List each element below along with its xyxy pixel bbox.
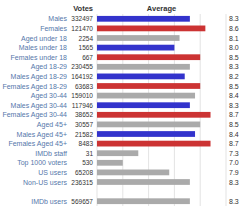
data-label: 8.3	[229, 63, 239, 70]
grid-line	[226, 14, 227, 206]
bar	[97, 160, 123, 166]
category-label: Non-US users	[23, 179, 67, 186]
category-label: Females	[40, 25, 67, 32]
category-label: IMDb users	[31, 198, 67, 205]
votes-label: 159010	[71, 92, 93, 99]
bar	[97, 198, 190, 204]
votes-label: 8483	[79, 140, 94, 147]
grid-line	[148, 14, 149, 206]
bar	[97, 16, 190, 22]
data-label: 7.3	[229, 150, 239, 157]
category-label: IMDb staff	[35, 150, 67, 157]
category-label: Aged 45+	[37, 121, 67, 129]
bar	[97, 64, 190, 70]
data-label: 8.3	[229, 102, 239, 109]
bar	[97, 54, 200, 60]
bar	[97, 26, 205, 32]
grid-line	[122, 14, 123, 206]
data-label: 8.7	[229, 140, 239, 147]
category-label: Males under 18	[19, 44, 67, 51]
data-label: 8.7	[229, 111, 239, 118]
axis-label: Average	[147, 4, 176, 13]
data-label: 8.1	[229, 35, 239, 42]
bar	[97, 141, 211, 147]
votes-label: 31	[86, 150, 94, 157]
votes-label: 63683	[75, 83, 93, 90]
bars	[97, 16, 211, 204]
votes-label: 236315	[71, 179, 93, 186]
votes-label: 38652	[75, 111, 93, 118]
grid-line	[174, 14, 175, 206]
votes-label: 121470	[71, 25, 93, 32]
bar	[97, 93, 195, 99]
votes-label: 30557	[75, 121, 93, 128]
data-label: 8.5	[229, 83, 239, 90]
data-label: 8.3	[229, 179, 239, 186]
data-label: 8.6	[229, 25, 239, 32]
votes-label: 65208	[75, 169, 93, 176]
votes-label: 164192	[71, 73, 93, 80]
category-label: Females under 18	[11, 54, 68, 61]
bar	[97, 35, 180, 41]
bar	[97, 74, 185, 80]
bar	[97, 179, 190, 185]
category-label: Aged 18-29	[31, 63, 67, 71]
column-header: Votes	[73, 4, 93, 13]
category-label: Males Aged 30-44	[11, 102, 68, 110]
bar	[97, 170, 169, 176]
category-label: Males	[48, 15, 67, 22]
data-label: 8.4	[229, 92, 239, 99]
bar	[97, 112, 211, 118]
category-label: Females Aged 45+	[8, 140, 67, 148]
votes-label: 21582	[75, 131, 93, 138]
votes-label: 332497	[71, 15, 93, 22]
bar	[97, 150, 138, 156]
category-label: Females Aged 30-44	[2, 111, 67, 119]
votes-label: 569657	[71, 198, 93, 205]
data-label: 8.3	[229, 15, 239, 22]
category-label: Males Aged 45+	[17, 131, 67, 139]
chart: Males 332497 8.3 Females 121470 8.6 Aged under…	[0, 0, 242, 208]
data-label: 8.5	[229, 121, 239, 128]
bar	[97, 45, 174, 51]
grid	[97, 14, 226, 206]
bar	[97, 131, 195, 137]
data-label: 8.3	[229, 198, 239, 205]
data-label: 8.2	[229, 73, 239, 80]
data-label: 8.0	[229, 44, 239, 51]
votes-label: 530	[82, 159, 93, 166]
data-label: 7.9	[229, 169, 239, 176]
texts: Males 332497 8.3 Females 121470 8.6 Aged under…	[2, 4, 238, 205]
data-label: 8.5	[229, 54, 239, 61]
votes-label: 1565	[79, 44, 94, 51]
category-label: Females Aged 18-29	[2, 83, 67, 91]
category-label: US users	[38, 169, 67, 176]
votes-label: 230455	[71, 63, 93, 70]
grid-line	[200, 14, 201, 206]
votes-label: 667	[82, 54, 93, 61]
bar	[97, 122, 200, 128]
bar	[97, 102, 190, 108]
category-label: Aged 30-44	[31, 92, 67, 100]
category-label: Top 1000 voters	[17, 159, 67, 167]
bar	[97, 83, 200, 89]
votes-label: 2254	[79, 35, 94, 42]
category-label: Aged under 18	[21, 35, 67, 43]
category-label: Males Aged 18-29	[11, 73, 68, 81]
grid-line	[97, 14, 98, 206]
data-label: 7.0	[229, 159, 239, 166]
data-label: 8.4	[229, 131, 239, 138]
votes-label: 117946	[72, 102, 94, 109]
